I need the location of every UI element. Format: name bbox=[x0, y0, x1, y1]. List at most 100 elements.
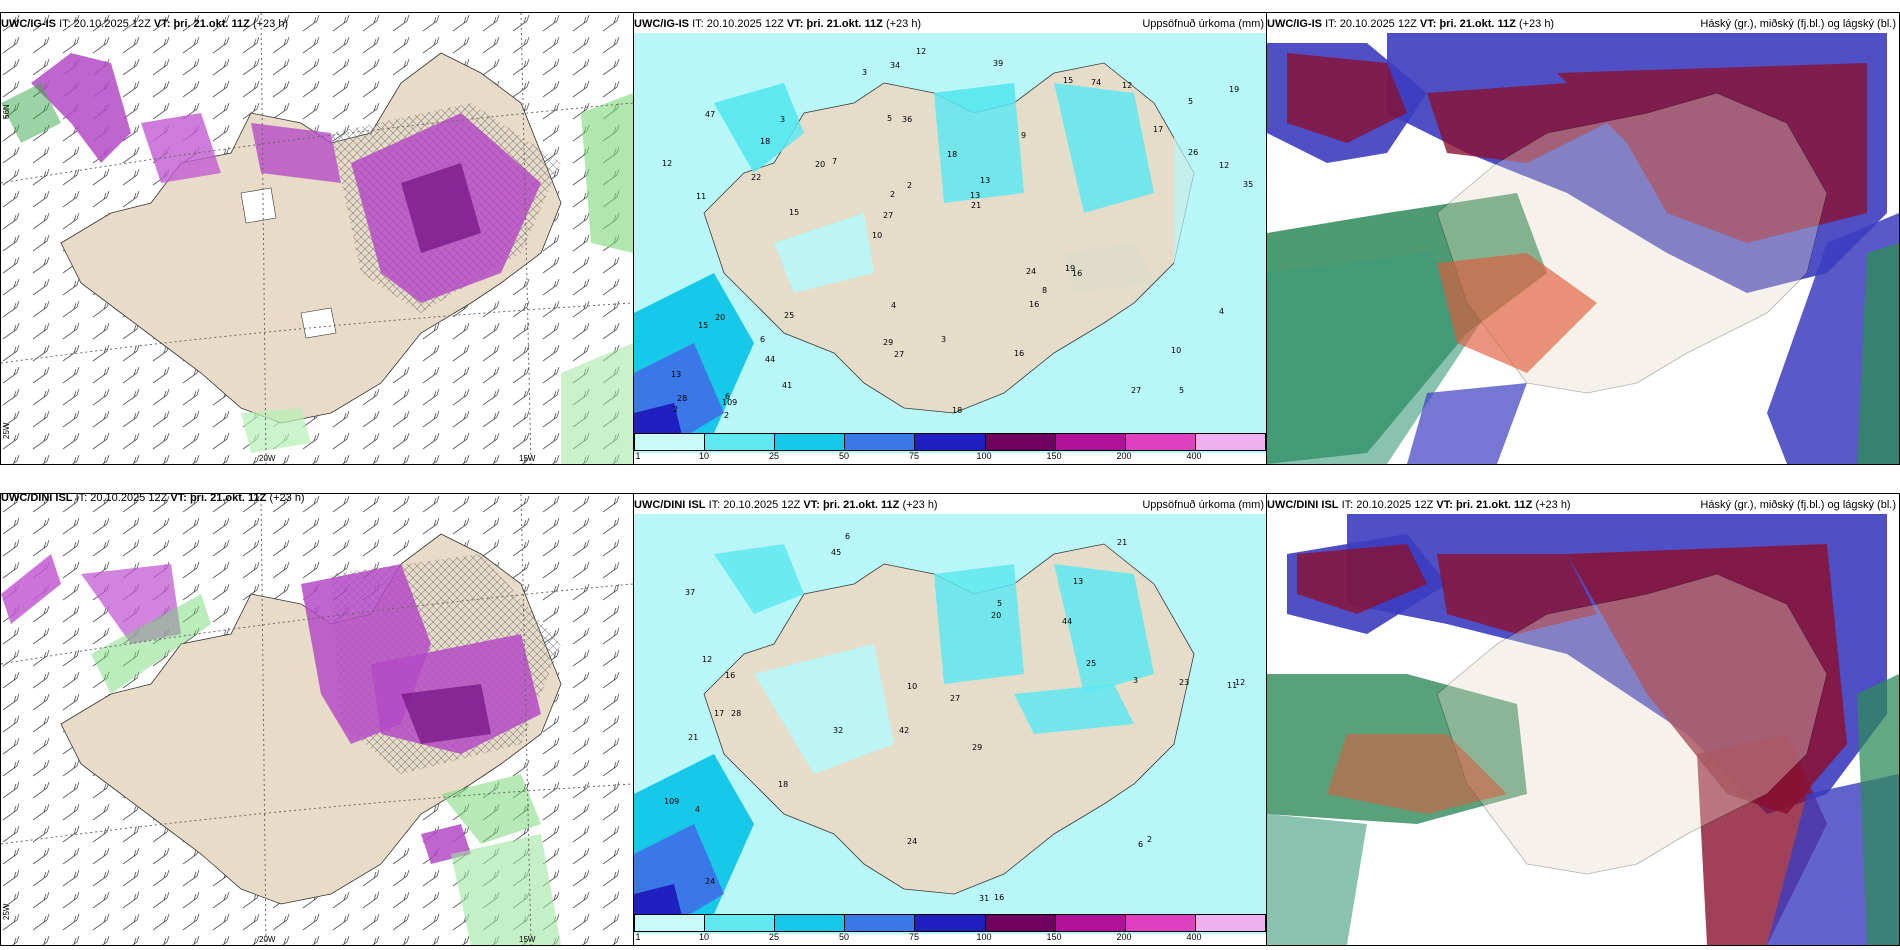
colorbar-tick-label: 400 bbox=[1186, 451, 1202, 461]
precip-colorbar bbox=[634, 914, 1266, 932]
precip-value-label: 45 bbox=[831, 548, 841, 557]
precip-value-label: 28 bbox=[731, 709, 741, 718]
colorbar-swatch bbox=[705, 434, 776, 450]
colorbar-tick-label: 100 bbox=[976, 451, 992, 461]
precip-value-label: 37 bbox=[685, 588, 695, 597]
it-label: IT: bbox=[1341, 499, 1354, 511]
precip-value-label: 47 bbox=[705, 110, 715, 119]
precip-value-label: 24 bbox=[705, 877, 715, 886]
precip-value-label: 109 bbox=[664, 797, 679, 806]
precip-value-label: 4 bbox=[891, 301, 896, 310]
colorbar-tick-labels: 1 10 25 50 75 100 150 200 400 bbox=[634, 451, 1264, 463]
precip-value-label: 20 bbox=[815, 160, 825, 169]
lead-time: (+23 h) bbox=[252, 18, 289, 30]
vt-label: VT: bbox=[1419, 18, 1437, 30]
precip-value-label: 3 bbox=[1133, 676, 1138, 685]
panel-title-right: Háský (gr.), miðský (fj.bl.) og lágský (… bbox=[1700, 18, 1896, 30]
lead-time: (+23 h) bbox=[1518, 18, 1555, 30]
colorbar-swatch bbox=[915, 434, 986, 450]
precip-colorbar bbox=[634, 433, 1266, 451]
lon-label-20w: 20W bbox=[259, 935, 276, 944]
precip-value-label: 2 bbox=[1147, 835, 1152, 844]
precip-value-label: 31 bbox=[979, 894, 989, 903]
precip-value-label: 109 bbox=[722, 398, 737, 407]
colorbar-swatch bbox=[1055, 915, 1126, 931]
vt-label: VT: bbox=[153, 18, 171, 30]
lead-time: (+23 h) bbox=[902, 499, 938, 511]
colorbar-swatch bbox=[985, 915, 1056, 931]
lon-label-15w: 15W bbox=[519, 454, 536, 463]
precip-value-label: 9 bbox=[1021, 131, 1026, 140]
precip-value-label: 18 bbox=[760, 137, 770, 146]
vt-value: þri. 21.okt. 11Z bbox=[189, 492, 267, 504]
colorbar-tick-label: 400 bbox=[1186, 932, 1202, 942]
precip-value-label: 21 bbox=[971, 201, 981, 210]
colorbar-swatch bbox=[1195, 434, 1265, 450]
panel-title-right: Uppsöfnuð úrkoma (mm) bbox=[1142, 18, 1264, 30]
precip-value-label: 13 bbox=[980, 176, 990, 185]
iceland-landmass bbox=[1436, 573, 1828, 875]
precip-value-label: 21 bbox=[688, 733, 698, 742]
precip-value-label: 41 bbox=[782, 381, 792, 390]
precip-value-label: 4 bbox=[695, 805, 700, 814]
precip-value-label: 5 bbox=[887, 114, 892, 123]
vt-value: þri. 21.okt. 11Z bbox=[173, 18, 250, 30]
precip-value-label: 17 bbox=[714, 709, 724, 718]
precip-value-label: 3 bbox=[780, 115, 785, 124]
model-name: UWC/IG-IS bbox=[634, 18, 689, 30]
it-label: IT: bbox=[75, 492, 88, 504]
precip-value-label: 42 bbox=[899, 726, 909, 735]
colorbar-tick-label: 200 bbox=[1116, 451, 1132, 461]
precip-map-igis: 5115109651820713443613164734352426272923… bbox=[634, 13, 1266, 464]
precip-value-label: 20 bbox=[991, 611, 1001, 620]
panel-header: UWC/IG-IS IT: 20.10.2025 12Z VT: þri. 21… bbox=[1, 18, 288, 30]
colorbar-tick-label: 50 bbox=[838, 451, 850, 461]
precip-value-label: 10 bbox=[872, 231, 882, 240]
precip-value-label: 18 bbox=[947, 150, 957, 159]
colorbar-tick-label: 200 bbox=[1116, 932, 1132, 942]
precip-value-label: 20 bbox=[715, 313, 725, 322]
precip-value-label: 6 bbox=[845, 532, 850, 541]
precip-value-label: 16 bbox=[1014, 349, 1024, 358]
precip-value-label: 35 bbox=[1243, 180, 1253, 189]
map-panel-wind-igis: 20W 15W 66N 25W bbox=[0, 12, 634, 465]
colorbar-tick-label: 75 bbox=[908, 932, 919, 942]
map-panel-wind-dini: 20W 15W 25W bbox=[0, 493, 634, 946]
lon-label-20w: 20W bbox=[259, 454, 276, 463]
it-label: IT: bbox=[708, 499, 721, 511]
model-name: UWC/DINI ISL bbox=[1, 492, 73, 504]
precip-value-label: 27 bbox=[1131, 386, 1141, 395]
colorbar-tick-label: 150 bbox=[1046, 932, 1062, 942]
it-label: IT: bbox=[692, 18, 704, 30]
wind-map-dini: 20W 15W 25W bbox=[1, 494, 633, 945]
colorbar-tick-labels: 1 10 25 50 75 100 150 200 400 bbox=[634, 932, 1264, 944]
cloud-map-dini bbox=[1267, 494, 1899, 945]
precip-value-label: 22 bbox=[751, 173, 761, 182]
colorbar-swatch bbox=[705, 915, 776, 931]
precip-value-label: 5 bbox=[1179, 386, 1184, 395]
map-panel-clouds-dini bbox=[1266, 493, 1900, 946]
colorbar-tick-label: 25 bbox=[768, 451, 779, 461]
colorbar-swatch bbox=[985, 434, 1056, 450]
precip-value-label: 25 bbox=[784, 311, 794, 320]
precip-value-label: 11 bbox=[696, 192, 706, 201]
precip-value-label: 13 bbox=[1073, 577, 1083, 586]
precip-value-label: 12 bbox=[702, 655, 712, 664]
colorbar-tick-label: 10 bbox=[698, 451, 709, 461]
vt-value: þri. 21.okt. 11Z bbox=[806, 18, 883, 30]
precip-value-label: 2 bbox=[724, 411, 729, 420]
panel-header: UWC/DINI ISL IT: 20.10.2025 12Z VT: þri.… bbox=[1, 492, 305, 504]
precip-value-label: 7 bbox=[832, 157, 837, 166]
precip-value-label: 3 bbox=[941, 335, 946, 344]
precip-value-label: 4 bbox=[1219, 307, 1224, 316]
panel-title-right: Háský (gr.), miðský (fj.bl.) og lágský (… bbox=[1700, 499, 1896, 511]
colorbar-swatch bbox=[915, 915, 986, 931]
precip-value-label: 24 bbox=[1026, 267, 1036, 276]
precip-value-label: 12 bbox=[1219, 161, 1229, 170]
it-value: 20.10.2025 12Z bbox=[1356, 499, 1434, 511]
precip-value-label: 27 bbox=[894, 350, 904, 359]
precip-value-label: 16 bbox=[1072, 269, 1082, 278]
colorbar-swatch bbox=[1195, 915, 1265, 931]
wind-map-igis: 20W 15W 66N 25W bbox=[1, 13, 633, 464]
vt-label: VT: bbox=[1436, 499, 1453, 511]
